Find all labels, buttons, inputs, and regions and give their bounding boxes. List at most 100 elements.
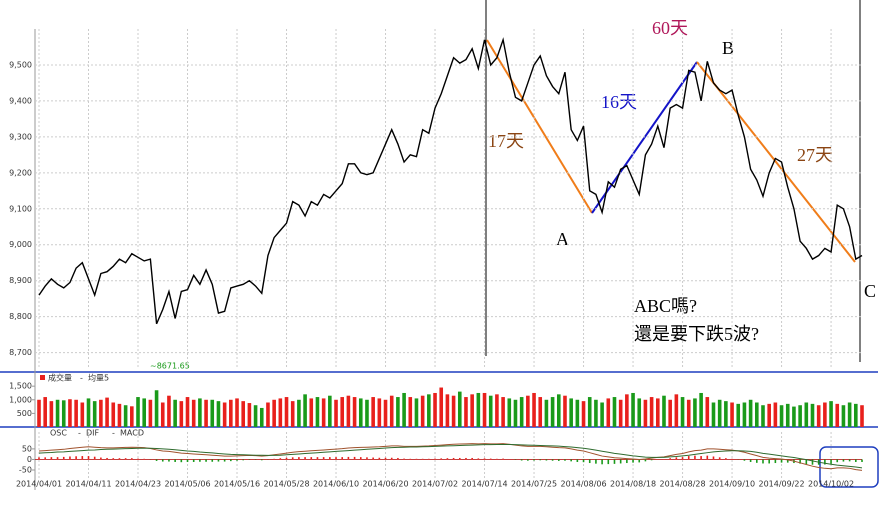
volume-bar [383,399,388,427]
volume-bar [748,399,753,427]
macd-line [38,443,863,471]
volume-bar [160,402,165,427]
osc-bar [762,459,764,464]
volume-bar [80,402,85,427]
osc-bar [143,458,145,460]
volume-bar [185,397,190,427]
volume-bar [612,397,617,427]
volume-bar [779,405,784,427]
volume-bar [321,398,326,427]
osc-bar [613,459,616,464]
osc-bar [669,458,671,460]
osc-bar [428,458,430,460]
volume-bar [699,392,703,427]
osc-bar [799,459,801,464]
volume-bar [297,399,301,427]
volume-bar [117,403,122,427]
x-tick-label: 2014/08/18 [610,480,656,489]
volume-bar [767,403,771,427]
osc-bar [465,457,467,460]
osc-bar [607,459,610,465]
osc-bar [304,457,306,460]
volume-bar [711,402,716,427]
legend-separator: - [80,374,83,383]
trend-line [486,39,593,214]
osc-bar [353,456,356,460]
osc-bar [161,459,164,462]
volume-bar [130,406,134,427]
x-tick-label: 2014/10/02 [808,480,854,489]
volume-bar [241,401,246,427]
volume-bar [451,395,456,427]
volume-bar [674,394,679,427]
osc-bar [359,457,362,460]
osc-bar [527,459,529,461]
volume-bar [631,392,635,427]
osc-bar [626,459,628,464]
x-tick-label: 2014/06/20 [362,480,408,489]
volume-bar [247,403,252,427]
volume-bar [841,405,846,427]
volume-bar [352,397,357,427]
volume-bar [167,395,171,427]
y-tick-label: 9,300 [9,132,32,141]
annotation: C [864,281,876,301]
volume-bar [154,390,159,427]
y-tick-label: 9,200 [9,168,32,177]
volume-bar [600,402,604,427]
osc-bar [230,459,232,462]
osc-bar [681,457,684,460]
volume-bar [569,398,573,427]
volume-bar [272,399,276,427]
x-tick-label: 2014/04/11 [65,480,111,489]
osc-bar [570,459,572,462]
volume-bar [216,401,221,427]
legend-separator: - [78,429,81,438]
osc-bar [601,459,603,465]
osc-bar [174,459,176,462]
volume-bar [259,407,264,427]
volume-bar [365,399,369,427]
osc-bar [384,457,387,460]
osc-bar [824,459,826,465]
osc-bar [496,458,498,460]
osc-bar [118,458,121,460]
osc-bar [75,456,77,460]
volume-bar [513,399,518,427]
osc-bar [211,459,214,462]
volume-bar [495,394,499,427]
volume-bar [606,398,611,427]
osc-bar [44,457,46,460]
volume-bar [538,397,543,427]
legend-entry: OSC [50,429,67,438]
x-tick-label: 2014/05/06 [164,480,210,489]
volume-bar [587,397,592,427]
volume-bar [693,398,697,427]
osc-bar [842,459,845,462]
volume-bar [705,397,710,427]
x-tick-label: 2014/05/28 [263,480,309,489]
volume-bar [396,397,400,427]
osc-bar [805,459,808,465]
volume-bar [847,402,852,427]
osc-bar [836,459,839,463]
osc-bar [372,457,374,460]
macd-line [38,443,863,469]
volume-bar [556,394,561,427]
volume-bar [662,395,666,427]
x-tick-label: 2014/07/14 [461,480,507,489]
volume-bar [835,403,840,427]
osc-bar [137,458,139,460]
volume-bar [266,402,270,427]
osc-bar [712,456,715,460]
annotation: 還是要下跌5波? [634,324,759,344]
legend-entry: 均量5 [88,373,109,383]
osc-bar [298,457,300,460]
osc-bar [694,455,696,460]
trend-line [696,61,856,263]
y-tick-label: 0 [27,455,32,464]
y-tick-label: -50 [19,466,32,475]
osc-bar [291,457,294,460]
osc-bar [217,459,220,462]
